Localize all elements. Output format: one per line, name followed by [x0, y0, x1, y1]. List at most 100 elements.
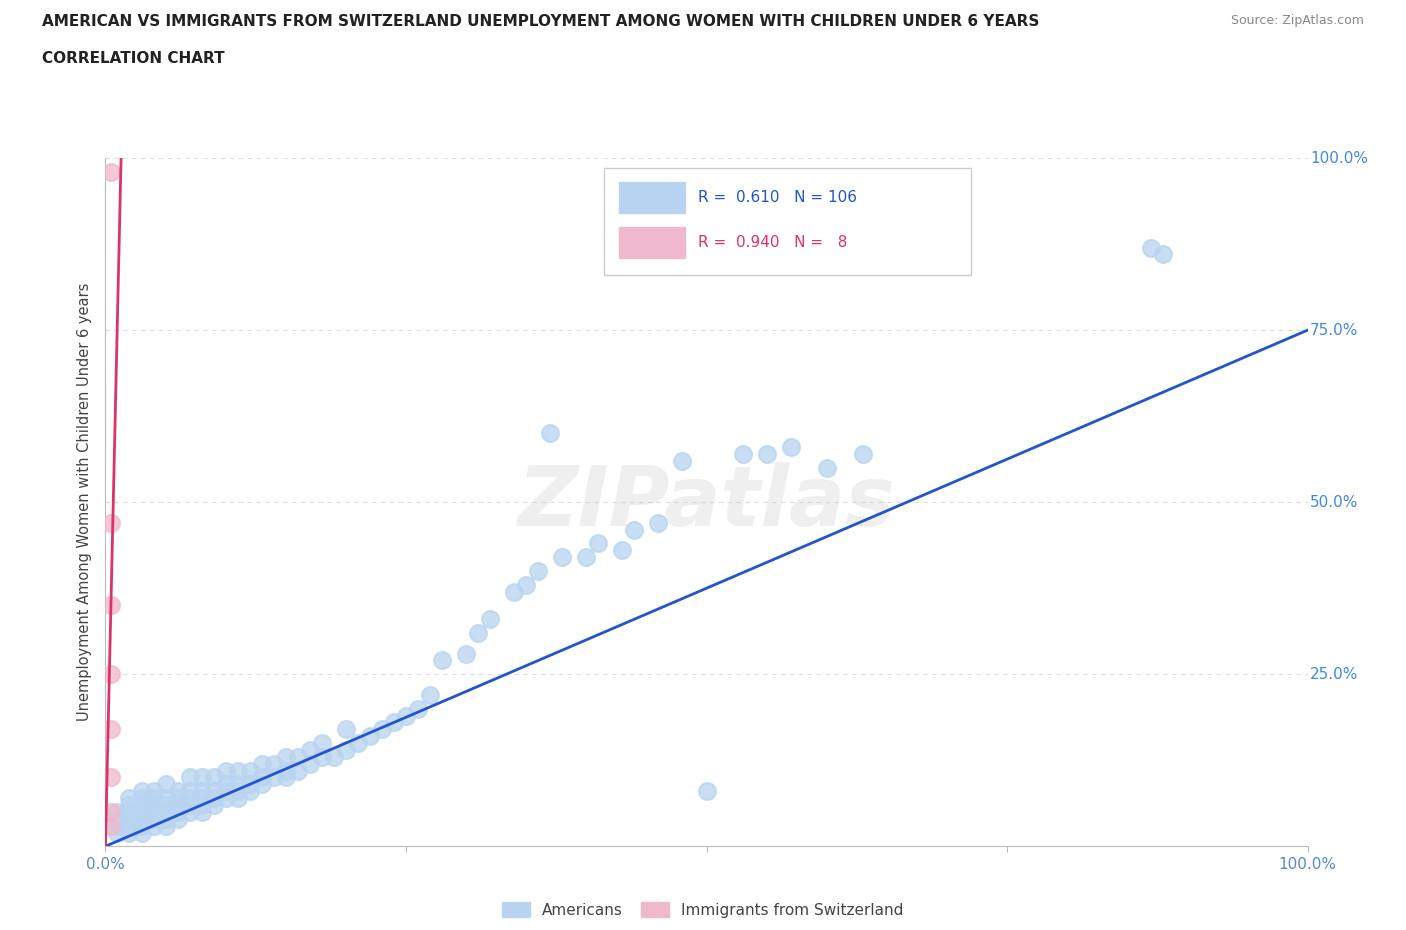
Point: [382, 715, 405, 730]
Point: [226, 777, 249, 791]
Point: [118, 790, 141, 805]
Text: R =  0.940   N =   8: R = 0.940 N = 8: [699, 234, 848, 249]
Point: [190, 790, 212, 805]
Point: [131, 790, 153, 805]
Point: [179, 784, 201, 799]
Point: [419, 687, 441, 702]
Point: [503, 584, 526, 599]
Point: [298, 756, 321, 771]
Point: [335, 722, 357, 737]
Point: [190, 804, 212, 819]
Point: [551, 550, 574, 565]
Point: [166, 798, 188, 813]
Point: [371, 722, 394, 737]
FancyBboxPatch shape: [605, 168, 972, 275]
Point: [155, 818, 177, 833]
Point: [731, 446, 754, 461]
Point: [131, 798, 153, 813]
Point: [131, 818, 153, 833]
Point: [202, 784, 225, 799]
Text: CORRELATION CHART: CORRELATION CHART: [42, 51, 225, 66]
Point: [647, 515, 669, 530]
Point: [107, 804, 129, 819]
Point: [179, 790, 201, 805]
Point: [287, 750, 309, 764]
Point: [623, 523, 645, 538]
Point: [202, 770, 225, 785]
Point: [155, 811, 177, 826]
Point: [100, 770, 122, 785]
Point: [347, 736, 370, 751]
Point: [311, 750, 333, 764]
Point: [131, 804, 153, 819]
Point: [179, 804, 201, 819]
Point: [202, 790, 225, 805]
Point: [190, 798, 212, 813]
Point: [515, 578, 537, 592]
Point: [696, 784, 718, 799]
Point: [226, 764, 249, 778]
Point: [100, 804, 122, 819]
Point: [274, 764, 297, 778]
Point: [100, 667, 122, 682]
Point: [142, 790, 165, 805]
Point: [107, 818, 129, 833]
Point: [274, 770, 297, 785]
Point: [1152, 247, 1174, 262]
Point: [155, 798, 177, 813]
Point: [118, 818, 141, 833]
Point: [226, 790, 249, 805]
Point: [406, 701, 429, 716]
Point: [107, 811, 129, 826]
Point: [155, 777, 177, 791]
Point: [214, 790, 236, 805]
Point: [527, 564, 550, 578]
Point: [214, 784, 236, 799]
Point: [250, 777, 273, 791]
Point: [107, 825, 129, 840]
Point: [239, 764, 262, 778]
FancyBboxPatch shape: [619, 227, 685, 258]
Point: [538, 426, 561, 441]
Point: [454, 646, 477, 661]
Point: [118, 811, 141, 826]
Point: [179, 798, 201, 813]
Point: [202, 798, 225, 813]
Point: [214, 777, 236, 791]
Point: [166, 804, 188, 819]
Point: [274, 750, 297, 764]
Text: AMERICAN VS IMMIGRANTS FROM SWITZERLAND UNEMPLOYMENT AMONG WOMEN WITH CHILDREN U: AMERICAN VS IMMIGRANTS FROM SWITZERLAND …: [42, 14, 1039, 29]
Point: [612, 543, 634, 558]
Point: [142, 818, 165, 833]
Text: 100.0%: 100.0%: [1310, 151, 1368, 166]
Point: [359, 729, 381, 744]
Point: [100, 722, 122, 737]
Point: [779, 440, 801, 455]
Point: [322, 750, 344, 764]
Text: 50.0%: 50.0%: [1310, 495, 1358, 510]
Point: [190, 784, 212, 799]
Point: [118, 825, 141, 840]
Point: [131, 811, 153, 826]
Point: [239, 784, 262, 799]
Point: [755, 446, 778, 461]
Point: [588, 536, 610, 551]
Text: Source: ZipAtlas.com: Source: ZipAtlas.com: [1230, 14, 1364, 27]
Point: [467, 626, 489, 641]
Point: [1140, 240, 1163, 255]
Point: [190, 770, 212, 785]
Text: 75.0%: 75.0%: [1310, 323, 1358, 338]
Point: [263, 756, 285, 771]
Point: [671, 454, 693, 469]
Point: [166, 784, 188, 799]
Y-axis label: Unemployment Among Women with Children Under 6 years: Unemployment Among Women with Children U…: [77, 283, 93, 722]
Point: [430, 653, 453, 668]
Point: [100, 515, 122, 530]
Text: ZIPatlas: ZIPatlas: [517, 461, 896, 543]
Point: [226, 784, 249, 799]
Point: [263, 770, 285, 785]
Point: [852, 446, 875, 461]
FancyBboxPatch shape: [619, 182, 685, 213]
Point: [250, 756, 273, 771]
Point: [166, 811, 188, 826]
